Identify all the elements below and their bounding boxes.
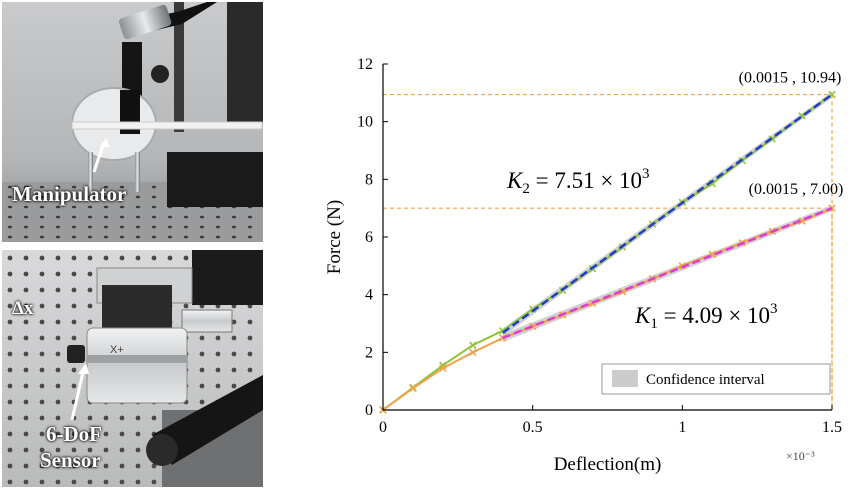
data-point-k2_measured	[469, 341, 477, 349]
y-tick-label: 0	[365, 402, 373, 419]
manipulator-label: Manipulator	[12, 182, 127, 206]
data-point-k2_measured	[528, 305, 537, 313]
data-point-k1_measured	[528, 322, 537, 331]
legend-box	[601, 363, 831, 395]
data-point-k1_measured	[618, 288, 627, 296]
x-tick-label: 0	[379, 419, 387, 436]
eq-k1-sub: 1	[650, 316, 658, 332]
x-tick-label: 1.5	[822, 419, 842, 436]
sensor-photo-drawing: X+	[2, 250, 263, 487]
eq-k1-exp: 3	[770, 301, 778, 317]
data-point-k1_measured	[439, 364, 447, 372]
data-point-k1_measured	[409, 384, 417, 393]
reference-lines	[383, 93, 833, 410]
series-line-k1_fit	[502, 207, 833, 340]
y-tick-label: 12	[357, 56, 373, 73]
legend-entry-confidence: Confidence interval	[646, 372, 765, 388]
x-axis-label: Deflection(m)	[554, 454, 662, 475]
data-point-k1_measured	[469, 348, 477, 357]
legend: Confidence interval	[601, 363, 831, 395]
annotation-point-k1: (0.0015 , 7.00)	[749, 181, 844, 198]
eq-k1-rest: = 4.09 × 10	[658, 303, 770, 328]
sensor-label-line2: Sensor	[40, 448, 101, 472]
series-line-k2_fit	[502, 93, 833, 334]
photo-manipulator: Manipulator	[2, 2, 263, 242]
eq-k2-rest: = 7.51 × 10	[530, 168, 642, 193]
x-tick-label: 1	[678, 419, 686, 436]
data-point-k2_measured	[498, 326, 507, 335]
photo-sensor: X+ Δx 6-DoF Sensor	[2, 250, 263, 487]
legend-swatch-confidence	[612, 370, 638, 387]
y-tick-label: 4	[365, 287, 373, 304]
y-tick-label: 10	[357, 114, 373, 131]
sensor-marking: X+	[110, 344, 124, 356]
y-axis-label: Force (N)	[324, 200, 345, 274]
x-tick-label: 0.5	[523, 419, 543, 436]
y-tick-label: 6	[365, 229, 373, 246]
eq-k2-var: K	[506, 168, 524, 193]
equation-k1: K1 = 4.09 × 103	[634, 301, 778, 332]
sensor-label-line1: 6-DoF	[46, 422, 102, 446]
y-tick-label: 8	[365, 171, 373, 188]
eq-k2-exp: 3	[642, 166, 650, 182]
delta-x-label: Δx	[12, 298, 34, 319]
x-exponent-label: ×10⁻³	[786, 449, 815, 463]
eq-k2-sub: 2	[522, 181, 530, 197]
annotation-point-k2: (0.0015 , 10.94)	[739, 70, 842, 87]
equation-k2: K2 = 7.51 × 103	[506, 166, 650, 197]
y-tick-label: 2	[365, 344, 373, 361]
manipulator-photo-drawing	[2, 2, 263, 242]
eq-k1-var: K	[634, 303, 652, 328]
